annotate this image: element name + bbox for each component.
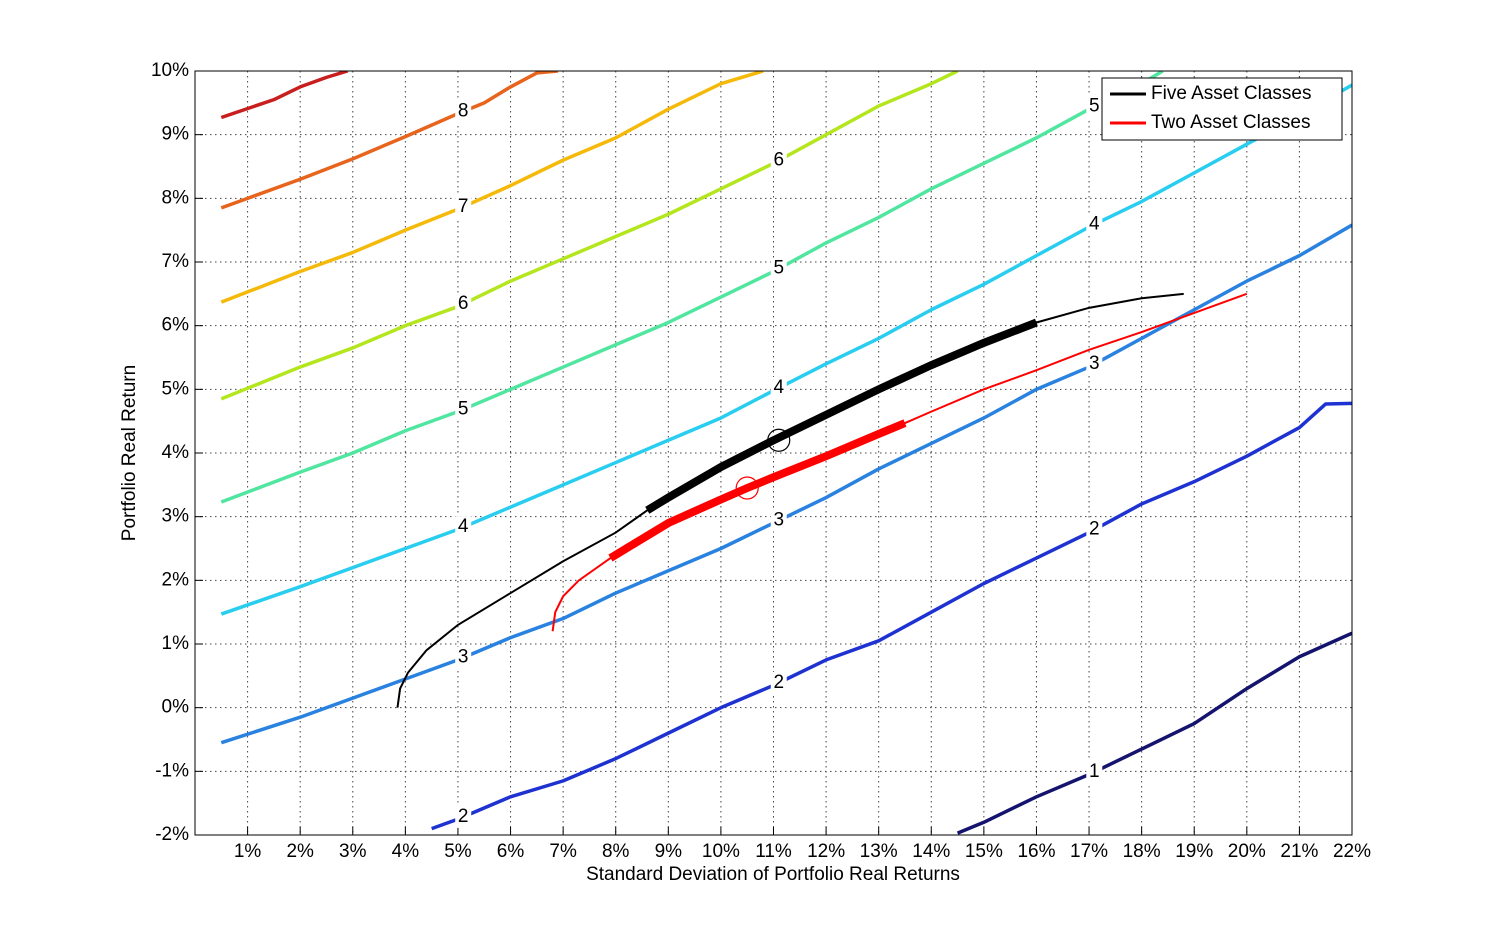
y-tick-label: 7%: [162, 251, 190, 272]
x-tick-label: 7%: [549, 841, 577, 862]
contour-label: 6: [773, 149, 784, 170]
contour-label-bg: [770, 509, 787, 532]
contour-label: 6: [458, 293, 469, 314]
x-tick-label: 1%: [234, 841, 262, 862]
y-tick-label: 10%: [151, 60, 189, 81]
y-tick-label: -2%: [155, 824, 189, 845]
contour-label-bg: [1086, 518, 1103, 541]
y-tick-label: 6%: [162, 315, 190, 336]
contour-line: [956, 631, 1352, 835]
legend-label: Two Asset Classes: [1151, 112, 1310, 133]
x-tick-label: 3%: [339, 841, 367, 862]
y-tick-label: 0%: [162, 697, 190, 718]
contour-label-bg: [770, 376, 787, 399]
x-tick-label: 11%: [755, 841, 792, 862]
contour-line: [220, 71, 1164, 504]
contour-label: 4: [1089, 213, 1100, 234]
contour-label-bg: [455, 646, 472, 669]
x-tick-label: 18%: [1123, 841, 1161, 862]
contour-label-bg: [770, 671, 787, 694]
contour-label: 3: [773, 510, 784, 531]
x-tick-label: 8%: [602, 841, 630, 862]
y-tick-label: 2%: [162, 569, 190, 590]
frontier-line: [396, 292, 1184, 708]
contour-line: [220, 71, 349, 120]
y-tick-label: 4%: [162, 442, 190, 463]
y-tick-label: 3%: [162, 506, 190, 527]
x-tick-label: 22%: [1333, 841, 1371, 862]
x-tick-label: 19%: [1175, 841, 1213, 862]
x-tick-label: 21%: [1280, 841, 1318, 862]
contour-label-bg: [1086, 213, 1103, 236]
legend-box: [1101, 77, 1343, 141]
contour-label: 1: [1089, 761, 1100, 782]
x-tick-label: 20%: [1228, 841, 1266, 862]
plot: 8 7 6 6 5 5 5 4 4 4 3 3 3 2 2 2 1: [220, 71, 1352, 835]
x-tick-label: 17%: [1070, 841, 1108, 862]
contour-label-bg: [455, 100, 472, 123]
x-tick-label: 6%: [497, 841, 525, 862]
contour-label: 2: [1089, 519, 1100, 540]
legend-label: Five Asset Classes: [1151, 83, 1312, 104]
contour-line: [220, 71, 959, 401]
frontier-marker: [735, 476, 759, 500]
contour-label-bg: [455, 293, 472, 316]
x-tick-label: 14%: [912, 841, 950, 862]
contour-label: 7: [458, 196, 469, 217]
contour-label: 5: [458, 398, 469, 419]
y-axis-label: Portfolio Real Return: [119, 365, 140, 541]
x-tick-label: 15%: [965, 841, 1003, 862]
x-tick-label: 5%: [444, 841, 472, 862]
contour-label-bg: [1086, 95, 1103, 118]
frontier-emphasis: [645, 318, 1038, 514]
contour-line: [220, 223, 1352, 745]
contour-label-bg: [770, 257, 787, 280]
contour-label-bg: [455, 516, 472, 539]
contour-label: 2: [773, 672, 784, 693]
x-tick-label: 10%: [702, 841, 740, 862]
contour-label-bg: [455, 398, 472, 421]
x-axis-label: Standard Deviation of Portfolio Real Ret…: [586, 864, 960, 885]
x-tick-label: 9%: [655, 841, 683, 862]
contour-line: [220, 83, 1352, 616]
frontier-emphasis: [608, 419, 907, 562]
frontier-marker: [767, 428, 791, 452]
frontier-line: [551, 292, 1248, 632]
contour-line: [220, 71, 764, 304]
contour-line: [220, 71, 559, 210]
contour-label-bg: [1086, 353, 1103, 376]
contour-label: 3: [458, 647, 469, 668]
contour-label-bg: [455, 805, 472, 828]
y-tick-label: 9%: [162, 124, 190, 145]
x-tick-label: 4%: [392, 841, 420, 862]
contour-label-bg: [1086, 760, 1103, 783]
contour-label: 4: [773, 377, 784, 398]
x-tick-label: 2%: [286, 841, 314, 862]
contour-label-bg: [455, 195, 472, 218]
contour-line: [431, 401, 1352, 831]
contour-label: 4: [458, 516, 469, 537]
contour-label-bg: [770, 149, 787, 172]
y-tick-label: -1%: [155, 760, 189, 781]
y-tick-label: 8%: [162, 187, 190, 208]
y-tick-label: 1%: [162, 633, 190, 654]
contour-label: 3: [1089, 353, 1100, 374]
x-tick-label: 13%: [860, 841, 898, 862]
contour-label: 8: [458, 101, 469, 122]
x-tick-label: 16%: [1017, 841, 1055, 862]
contour-label: 2: [458, 806, 469, 827]
y-tick-label: 5%: [162, 378, 190, 399]
contour-label: 5: [1089, 96, 1100, 117]
contour-label: 5: [773, 258, 784, 279]
plot-frame: [194, 70, 1353, 836]
x-tick-label: 12%: [807, 841, 845, 862]
